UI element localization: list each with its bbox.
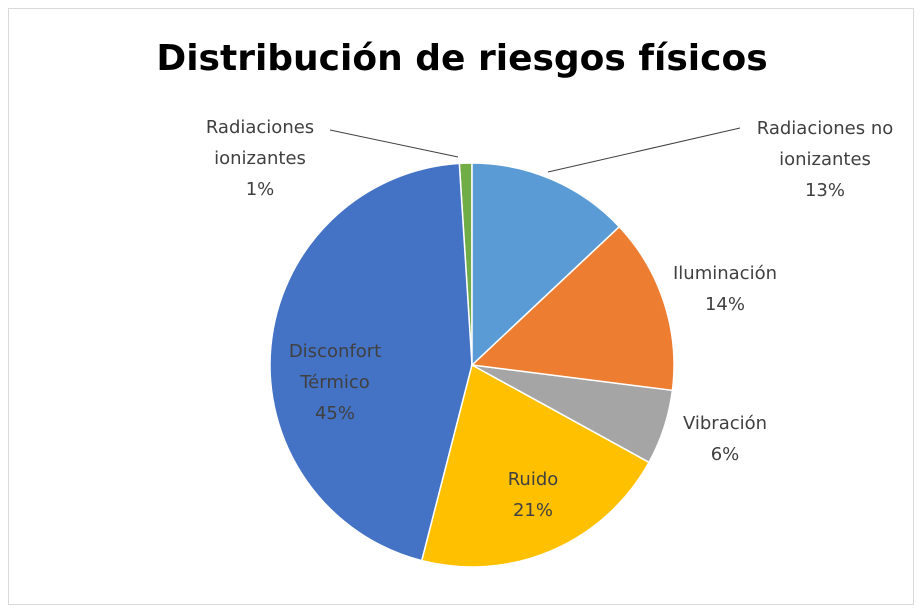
pie-slice xyxy=(420,363,651,568)
data-label: Radiaciones no ionizantes 13% xyxy=(750,113,900,206)
category-label: Iluminación xyxy=(672,263,777,284)
category-label: Radiaciones ionizantes xyxy=(205,117,315,169)
leader-line xyxy=(329,129,459,158)
pie-slice xyxy=(471,162,621,367)
value-label: 6% xyxy=(710,444,740,465)
category-label: Disconfort Térmico xyxy=(288,341,382,393)
pie-slice xyxy=(470,225,675,392)
value-label: 13% xyxy=(804,180,845,201)
data-label: Disconfort Térmico 45% xyxy=(280,336,390,429)
category-label: Radiaciones no ionizantes xyxy=(756,118,894,170)
data-label: Radiaciones ionizantes 1% xyxy=(190,112,330,205)
data-label: Vibración 6% xyxy=(655,408,795,470)
leader-line xyxy=(547,127,741,173)
value-label: 45% xyxy=(314,403,355,424)
pie-slice xyxy=(269,162,473,562)
category-label: Vibración xyxy=(682,413,768,434)
chart-title: Distribución de riesgos físicos xyxy=(156,38,768,79)
value-label: 21% xyxy=(512,500,553,521)
data-label: Ruido 21% xyxy=(483,464,583,526)
chart-frame xyxy=(8,8,914,605)
value-label: 1% xyxy=(245,179,275,200)
category-label: Ruido xyxy=(507,469,559,490)
value-label: 14% xyxy=(704,294,745,315)
data-label: Iluminación 14% xyxy=(655,258,795,320)
